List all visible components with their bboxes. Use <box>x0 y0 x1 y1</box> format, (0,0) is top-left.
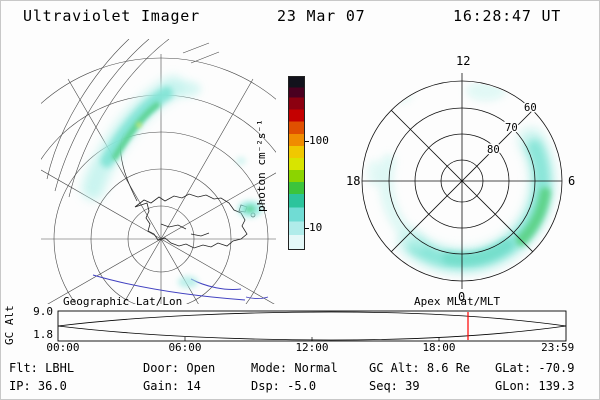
status-gain: Gain: 14 <box>143 379 201 393</box>
colorbar-tick-100 <box>305 141 309 142</box>
status-ip: IP: 36.0 <box>9 379 67 393</box>
status-flt: Flt: LBHL <box>9 361 75 375</box>
status-glon: GLon: 139.3 <box>495 379 575 393</box>
geo-aurora <box>82 76 262 288</box>
apex-polar-plot: 12 18 6 0 60 70 80 <box>346 54 575 303</box>
geo-panel-caption: Geographic Lat/Lon <box>63 295 183 308</box>
coastline-blue <box>92 274 246 301</box>
polar-grid <box>361 73 563 289</box>
strip-frame <box>57 310 567 342</box>
strip-ymin: 1.8 <box>33 328 53 341</box>
mlt-label-18: 18 <box>346 174 360 188</box>
colorbar-tick-label-100: 100 <box>309 134 329 147</box>
status-door: Door: Open <box>143 361 216 375</box>
apex-panel-caption: Apex MLat/MLT <box>414 295 501 308</box>
colorbar <box>288 76 305 250</box>
app-title: Ultraviolet Imager <box>23 7 200 25</box>
strip-chart <box>57 310 567 342</box>
image-time: 16:28:47 UT <box>453 7 562 25</box>
status-glat: GLat: -70.9 <box>495 361 575 375</box>
xtick-0600: 06:00 <box>168 341 202 354</box>
mlt-label-0: 0 <box>458 290 465 303</box>
colorbar-tick-label-10: 10 <box>309 221 323 234</box>
xtick-1200: 12:00 <box>295 341 329 354</box>
polar-aurora <box>367 82 555 274</box>
gc-alt-curve <box>57 311 567 341</box>
mlat-label-80: 80 <box>487 144 500 156</box>
status-gc-alt: GC Alt: 8.6 Re <box>369 361 471 375</box>
status-readouts: Flt: LBHL Door: Open Mode: Normal GC Alt… <box>9 361 595 393</box>
status-mode: Mode: Normal <box>251 361 338 375</box>
mlat-label-60: 60 <box>524 102 537 114</box>
mlt-label-6: 6 <box>568 174 575 188</box>
mlat-label-70: 70 <box>505 122 518 134</box>
mlt-label-12: 12 <box>456 54 470 68</box>
xtick-2359: 23:59 <box>541 341 575 354</box>
antarctic-coastline <box>134 193 248 249</box>
strip-ymax: 9.0 <box>33 305 53 318</box>
image-date: 23 Mar 07 <box>277 7 366 25</box>
colorbar-tick-10 <box>305 228 309 229</box>
colorbar-label: photon cm⁻²s⁻¹ <box>255 119 268 213</box>
status-seq: Seq: 39 <box>369 379 420 393</box>
xtick-1800: 18:00 <box>422 341 456 354</box>
status-dsp: Dsp: -5.0 <box>251 379 317 393</box>
geographic-map <box>41 39 276 304</box>
geo-grid <box>41 39 276 304</box>
xtick-0000: 00:00 <box>46 341 80 354</box>
